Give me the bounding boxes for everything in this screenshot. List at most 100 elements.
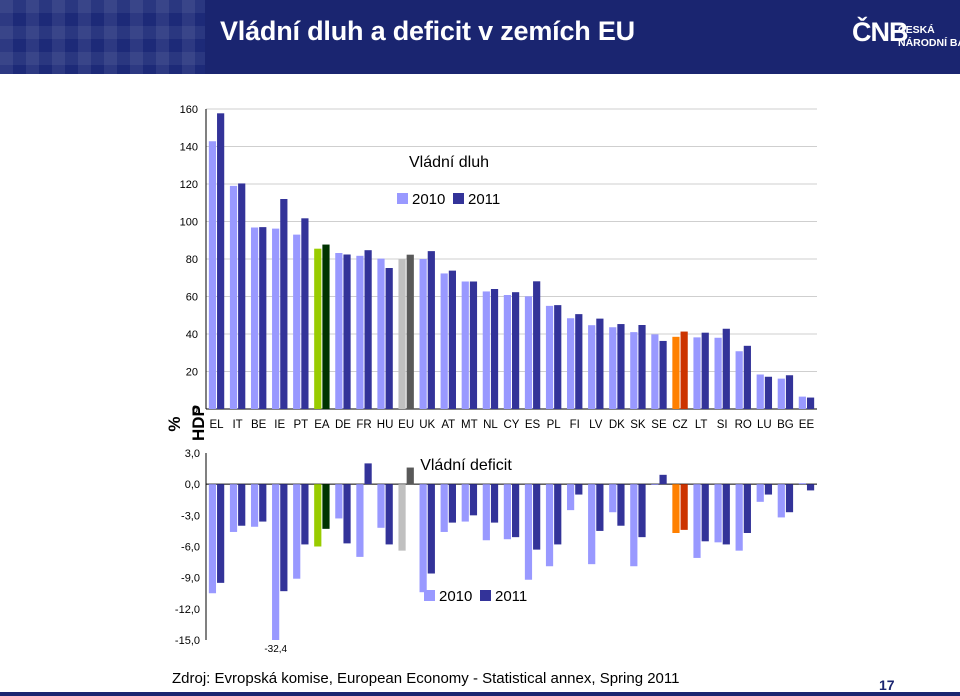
deficit-bar-nl-2011 [490,484,499,523]
debt-legend-swatch-2010 [397,193,408,204]
debt-y-tick-label: 100 [180,217,198,229]
debt-bar-dk-2010 [609,327,617,409]
debt-chart-title: Vládní dluh [409,154,489,171]
x-category-label: MT [461,419,478,431]
debt-bar-eu-2010 [398,259,406,409]
debt-bar-bg-2011 [785,375,794,409]
debt-bar-sk-2011 [638,325,646,409]
deficit-y-tick-label: -12,0 [175,604,200,616]
deficit-bar-lt-2011 [701,484,709,542]
deficit-bar-ea-2010 [314,484,322,547]
debt-legend-label-2010: 2010 [412,191,445,208]
debt-bar-lt-2010 [693,337,701,409]
debt-bar-el-2010 [208,141,217,409]
x-category-label: SI [717,419,728,431]
deficit-bar-bg-2010 [777,484,785,518]
deficit-bar-si-2010 [714,484,722,543]
x-category-label: EL [209,419,224,431]
debt-bar-nl-2011 [490,289,499,409]
debt-bar-be-2011 [259,227,267,409]
deficit-bar-el-2010 [208,484,217,594]
debt-bar-uk-2010 [419,259,427,409]
debt-bar-cz-2010 [672,336,680,409]
debt-bar-pt-2010 [293,234,301,409]
deficit-y-tick-label: -3,0 [181,510,200,522]
debt-bar-pl-2011 [554,305,562,409]
x-category-label: SK [630,419,646,431]
x-category-label: LV [589,419,603,431]
debt-bar-ee-2010 [798,396,806,409]
deficit-bar-se-2011 [659,474,667,485]
deficit-bar-eu-2010 [398,484,406,551]
debt-bar-es-2010 [524,296,533,409]
x-category-label: EE [799,419,815,431]
deficit-legend-label-2011: 2011 [495,588,527,605]
deficit-bar-ro-2011 [743,484,751,533]
debt-bar-ie-2010 [272,228,280,409]
x-category-label: HU [377,419,394,431]
header-band: Vládní dluh a deficit v zemích EU ČNB ČE… [0,0,960,74]
debt-bar-sk-2010 [630,332,638,409]
x-category-label: DK [609,419,625,431]
deficit-annotation: -32,4 [264,644,287,655]
debt-y-tick-label: 60 [186,292,198,304]
deficit-bar-lt-2010 [693,484,701,558]
deficit-bar-ee-2010 [798,483,806,485]
deficit-bar-at-2011 [448,484,456,523]
deficit-bar-mt-2011 [469,484,478,516]
x-category-label: AT [441,419,455,431]
debt-bar-hu-2011 [385,268,393,409]
deficit-bar-fr-2010 [356,484,364,557]
x-category-label: BE [251,419,267,431]
deficit-y-tick-label: 0,0 [185,479,200,491]
logo-text-line1: ČESKÁ [898,24,935,36]
deficit-bar-ee-2011 [806,484,815,491]
debt-bar-ee-2011 [806,397,815,409]
deficit-bar-se-2010 [651,484,659,485]
debt-bar-at-2010 [440,273,448,409]
x-category-label: LU [757,419,772,431]
debt-bar-ro-2011 [743,345,751,409]
debt-bar-nl-2010 [482,291,490,409]
x-category-label: PL [547,419,562,431]
deficit-bar-lv-2011 [596,484,604,531]
deficit-y-tick-label: -15,0 [175,635,200,647]
x-category-label: IE [274,419,285,431]
debt-bar-eu-2011 [406,254,414,409]
debt-bar-it-2010 [229,185,238,409]
deficit-bar-si-2011 [722,484,730,545]
source-note: Zdroj: Evropská komise, European Economy… [172,670,680,687]
debt-bar-mt-2011 [469,281,478,409]
x-category-label: IT [232,419,242,431]
debt-bar-dk-2011 [617,324,625,409]
deficit-bar-uk-2011 [427,484,435,574]
debt-bar-fi-2011 [575,314,583,409]
y-axis-label: % HDP [165,405,208,441]
page-number: 17 [879,677,895,693]
debt-y-tick-label: 160 [180,104,198,116]
x-category-label: DE [335,419,351,431]
deficit-bar-mt-2010 [461,484,469,522]
debt-bar-el-2011 [217,113,225,409]
x-category-label: SE [651,419,667,431]
deficit-bar-sk-2010 [630,484,638,567]
debt-y-tick-label: 0 [192,404,198,416]
deficit-bar-fi-2010 [567,484,575,511]
deficit-bar-ie-2011 [280,484,288,592]
deficit-bar-de-2011 [343,484,351,544]
debt-bar-lt-2011 [701,332,709,409]
deficit-bar-lu-2011 [764,484,773,495]
deficit-bar-uk-2010 [419,484,427,593]
x-category-label: BG [777,419,794,431]
debt-bar-de-2011 [343,254,351,409]
deficit-bar-pt-2011 [301,484,309,545]
deficit-bar-ro-2010 [735,484,743,551]
x-category-label: NL [483,419,498,431]
deficit-bar-lv-2010 [588,484,596,565]
debt-bar-es-2011 [533,281,541,409]
debt-bar-se-2010 [651,334,659,409]
deficit-bar-pt-2010 [293,484,301,579]
x-category-label: CZ [672,419,687,431]
deficit-y-tick-label: 3,0 [185,448,200,460]
debt-bar-cz-2011 [680,331,688,409]
